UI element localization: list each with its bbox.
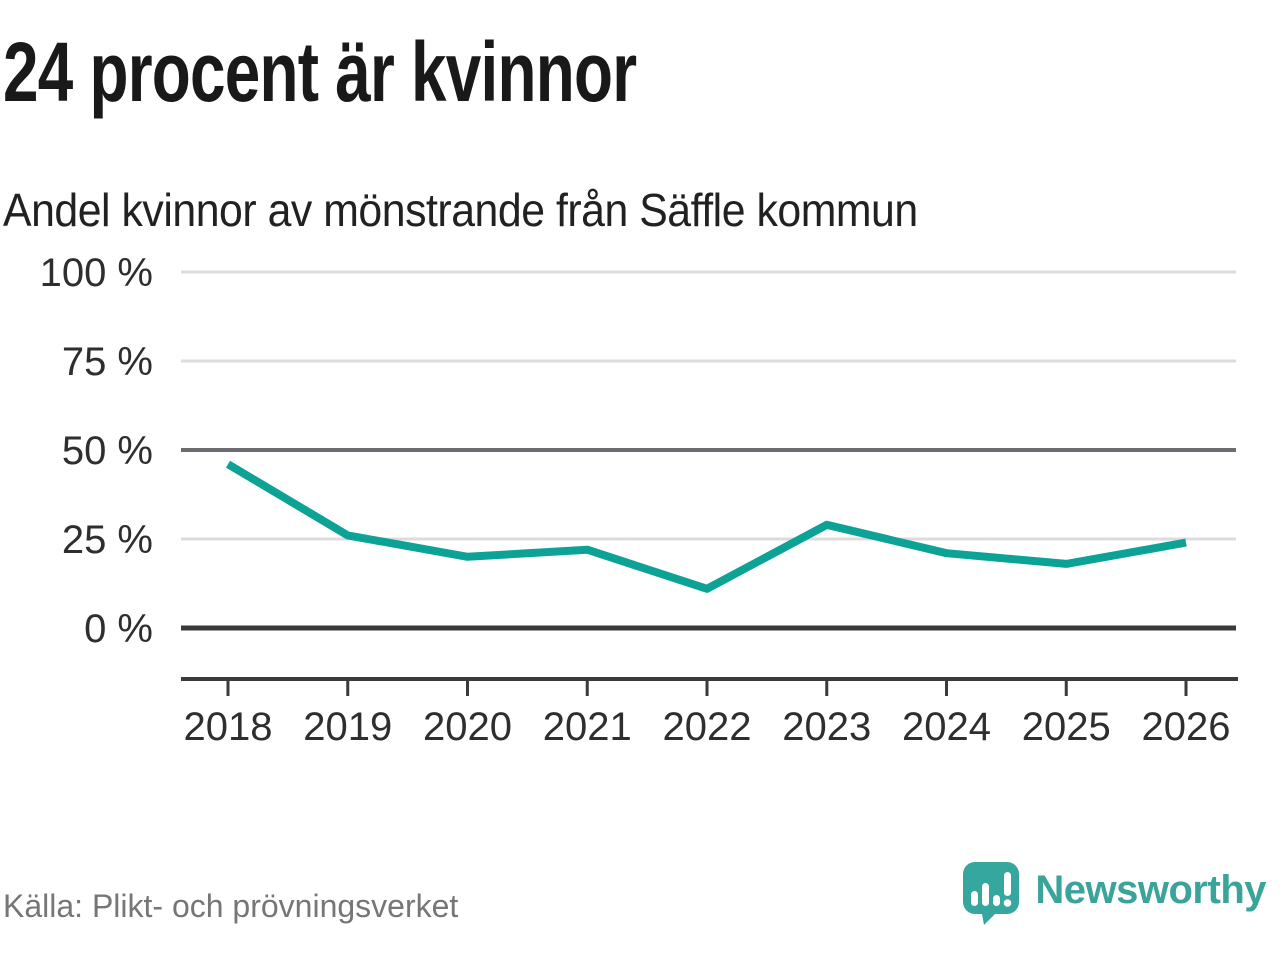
x-tick-label: 2025 (1022, 705, 1111, 749)
x-tick-label: 2024 (902, 705, 991, 749)
y-tick-label: 50 % (62, 429, 153, 473)
exclamation-mark (1004, 872, 1012, 896)
newsworthy-logo-text: Newsworthy (1035, 868, 1266, 912)
page-title: 24 procent är kvinnor (3, 25, 637, 119)
data-line-series (225, 460, 1187, 593)
y-tick-label: 100 % (40, 251, 153, 295)
x-tick-label: 2023 (782, 705, 871, 749)
newsworthy-logo-icon (963, 862, 1020, 925)
x-tick-label: 2018 (184, 705, 273, 749)
x-tick-label: 2021 (543, 705, 632, 749)
newsworthy-logo: Newsworthy (961, 860, 1266, 926)
y-tick-label: 0 % (84, 607, 153, 651)
bar-chart-bar (982, 883, 990, 906)
chart-subtitle: Andel kvinnor av mönstrande från Säffle … (3, 184, 918, 236)
bar-chart-bar (993, 895, 1001, 906)
x-tick-label: 2019 (303, 705, 392, 749)
x-tick-label: 2020 (423, 705, 512, 749)
source-note: Källa: Plikt- och prövningsverket (3, 888, 459, 924)
y-tick-label: 25 % (62, 518, 153, 562)
x-tick-label: 2026 (1142, 705, 1231, 749)
bar-chart-bar (971, 891, 979, 906)
x-tick-label: 2022 (663, 705, 752, 749)
exclamation-dot (1004, 899, 1012, 907)
y-tick-label: 75 % (62, 340, 153, 384)
